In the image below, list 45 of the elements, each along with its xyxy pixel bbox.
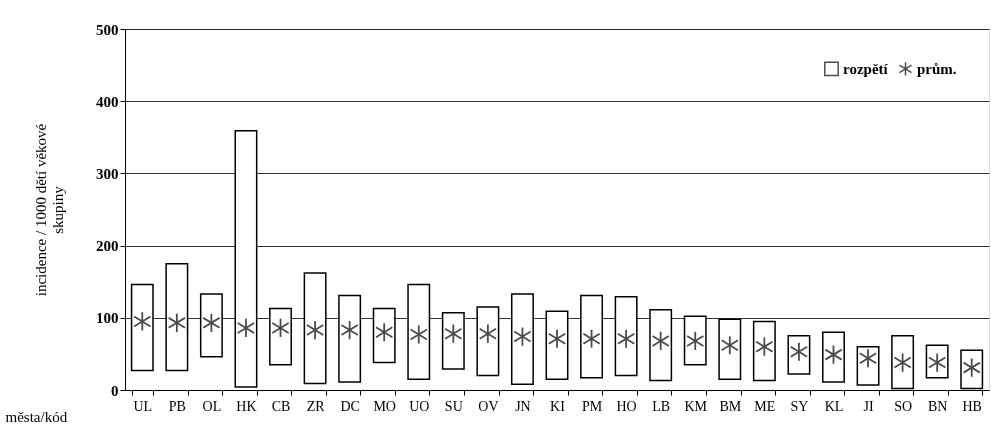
- x-tick-label: LB: [652, 398, 671, 414]
- legend-label: prům.: [917, 60, 957, 77]
- bar: [752, 320, 776, 382]
- x-tick-label: MO: [373, 398, 396, 414]
- x-tick-label: JI: [863, 398, 874, 414]
- x-tick-label: DC: [340, 398, 360, 414]
- x-tick-label: UL: [133, 398, 153, 414]
- x-tick-label: KM: [684, 398, 708, 414]
- x-tick-label: KI: [550, 398, 566, 414]
- x-tick-label: BM: [719, 398, 742, 414]
- y-tick-label: 100: [96, 310, 119, 327]
- x-tick-label: OL: [202, 398, 222, 414]
- point: [582, 328, 601, 349]
- x-tick-label: ZR: [306, 398, 326, 414]
- legend-label: rozpětí: [843, 60, 889, 77]
- x-axis-title: města/kód: [5, 408, 68, 425]
- x-tick-label: PB: [168, 398, 186, 414]
- bar: [822, 331, 845, 383]
- y-axis-title: incidence / 1000 dětí věkové skupiny: [33, 123, 66, 297]
- point: [306, 320, 325, 341]
- y-tick-label: 400: [96, 93, 119, 110]
- x-tick-label: CB: [271, 398, 291, 414]
- point: [133, 311, 152, 332]
- point: [167, 312, 186, 333]
- point: [513, 326, 532, 347]
- x-tick-label: UO: [409, 398, 430, 414]
- x-tick-label: JN: [515, 398, 531, 414]
- x-tick-label: HO: [616, 398, 637, 414]
- x-tick-label: ME: [754, 398, 776, 414]
- y-tick-label: 500: [96, 21, 119, 38]
- y-tick-label: 300: [96, 165, 119, 182]
- point: [236, 317, 256, 338]
- point: [340, 320, 359, 341]
- y-tick-label: 200: [96, 238, 119, 255]
- x-tick-label: SO: [894, 398, 913, 414]
- x-tick-label: HB: [962, 398, 982, 414]
- point: [409, 324, 428, 345]
- y-tick-label: 0: [111, 382, 119, 399]
- x-tick-label: BN: [927, 398, 948, 414]
- x-tick-label: PM: [581, 398, 603, 414]
- x-tick-label: SU: [444, 398, 463, 414]
- x-tick-label: KL: [824, 398, 844, 414]
- x-tick-label: SY: [790, 398, 809, 414]
- x-tick-label: OV: [478, 398, 499, 414]
- x-tick-label: HK: [236, 398, 257, 414]
